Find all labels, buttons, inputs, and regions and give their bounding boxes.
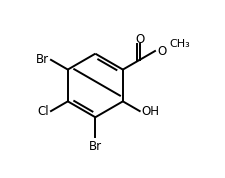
Text: O: O	[157, 44, 166, 57]
Text: Br: Br	[36, 53, 49, 66]
Text: Cl: Cl	[37, 105, 49, 118]
Text: CH₃: CH₃	[169, 38, 189, 49]
Text: O: O	[135, 33, 144, 46]
Text: OH: OH	[141, 105, 159, 118]
Text: Br: Br	[88, 140, 101, 153]
